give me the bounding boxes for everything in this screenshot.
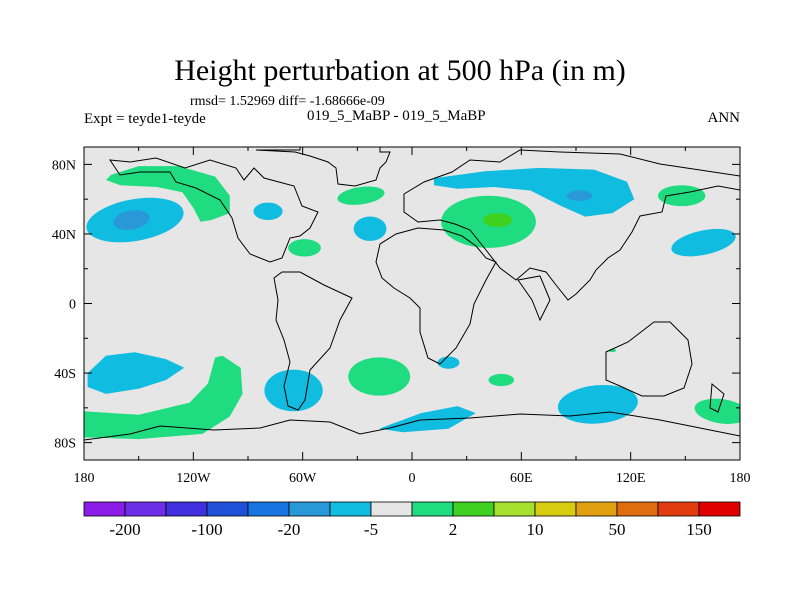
field-green-arctic-canada bbox=[105, 166, 230, 222]
field-cyan-n-atlantic bbox=[353, 216, 387, 241]
y-tick-label: 0 bbox=[69, 298, 76, 313]
colorbar-label: -20 bbox=[278, 520, 301, 539]
colorbar-label: 150 bbox=[686, 520, 712, 539]
colorbar-label: 10 bbox=[527, 520, 544, 539]
stats-line: rmsd= 1.52969 diff= -1.68666e-09 bbox=[190, 94, 385, 109]
field-cyan-s-indian bbox=[557, 384, 638, 424]
colorbar-swatch bbox=[575, 501, 618, 517]
field-green-s-indian bbox=[488, 373, 515, 387]
field-cyan-s-ocean bbox=[379, 406, 476, 433]
y-tick-label: 40N bbox=[52, 228, 76, 243]
field-blue-n-pacific-core bbox=[113, 210, 150, 230]
coastline-antarctica bbox=[84, 411, 740, 441]
coastline-indian-peninsula bbox=[517, 275, 551, 322]
season-label: ANN bbox=[707, 110, 741, 126]
field-green-atlantic-30n bbox=[288, 239, 321, 257]
case-label: 019_5_MaBP - 019_5_MaBP bbox=[307, 108, 486, 124]
colorbar-swatch bbox=[124, 501, 167, 517]
field-cyan-arctic-asia bbox=[433, 167, 635, 217]
experiment-label: Expt = teyde1-teyde bbox=[84, 111, 206, 127]
colorbar-swatch bbox=[83, 501, 126, 517]
coastline-australia bbox=[605, 321, 693, 397]
colorbar-swatch bbox=[329, 501, 372, 517]
colorbar-label: -200 bbox=[109, 520, 140, 539]
colorbar-swatch bbox=[165, 501, 208, 517]
field-cyan-n-america bbox=[253, 202, 283, 221]
coastline-north-america bbox=[108, 157, 319, 263]
coastline-africa bbox=[375, 227, 497, 365]
field-cyan-s-pacific bbox=[87, 352, 185, 394]
x-axis: 180 120W 60W 0 60E 120E 180 bbox=[74, 147, 751, 486]
colorbar-swatch bbox=[657, 501, 700, 517]
colorbar-swatch bbox=[452, 501, 495, 517]
coastline-greenland bbox=[255, 147, 391, 187]
x-tick-label: 120W bbox=[176, 471, 211, 486]
colorbar-swatch bbox=[698, 501, 741, 517]
x-tick-label: 180 bbox=[730, 471, 751, 486]
field-green-nz bbox=[694, 398, 740, 424]
field-green-s-pacific-arc bbox=[84, 355, 243, 440]
x-tick-label: 60W bbox=[289, 471, 317, 486]
field-cyan-s-africa bbox=[437, 356, 460, 369]
y-tick-label: 80S bbox=[54, 437, 76, 452]
colorbar-label: 2 bbox=[449, 520, 458, 539]
colorbar-swatch bbox=[206, 501, 249, 517]
colorbar: -200 -100 -20 -5 2 10 50 150 bbox=[83, 501, 741, 539]
x-tick-label: 0 bbox=[409, 471, 416, 486]
coastline-south-america bbox=[273, 271, 353, 411]
coastlines bbox=[84, 147, 740, 441]
field-green-greenland bbox=[337, 186, 385, 205]
colorbar-swatch bbox=[247, 501, 290, 517]
y-tick-label: 40S bbox=[54, 367, 76, 382]
coastline-new-zealand bbox=[709, 383, 725, 413]
field-lime-caspian-core bbox=[483, 213, 513, 227]
coastline-eurasia bbox=[403, 149, 740, 301]
y-tick-label: 80N bbox=[52, 158, 76, 173]
x-tick-label: 180 bbox=[74, 471, 95, 486]
colorbar-swatch bbox=[411, 501, 454, 517]
field-green-ne-asia bbox=[658, 185, 706, 207]
colorbar-swatch bbox=[616, 501, 659, 517]
colorbar-swatch bbox=[370, 501, 413, 517]
y-axis: 80N 40N 0 40S 80S bbox=[52, 158, 740, 452]
chart-title: Height perturbation at 500 hPa (in m) bbox=[174, 54, 626, 87]
field-cyan-s-atlantic-sa bbox=[264, 369, 323, 412]
colorbar-label: -5 bbox=[364, 520, 378, 539]
colorbar-label: 50 bbox=[609, 520, 626, 539]
x-tick-label: 120E bbox=[616, 471, 646, 486]
field-green-s-atlantic bbox=[348, 357, 411, 396]
contour-fields bbox=[84, 166, 740, 440]
x-tick-label: 60E bbox=[510, 471, 533, 486]
field-blue-siberia-core bbox=[566, 190, 593, 201]
field-cyan-n-pacific-east bbox=[671, 228, 736, 257]
colorbar-label: -100 bbox=[191, 520, 222, 539]
colorbar-swatch bbox=[534, 501, 577, 517]
colorbar-swatch bbox=[288, 501, 331, 517]
colorbar-swatch bbox=[493, 501, 536, 517]
